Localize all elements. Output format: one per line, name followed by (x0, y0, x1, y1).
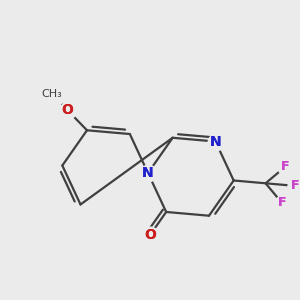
Text: F: F (281, 160, 289, 173)
Text: O: O (61, 103, 74, 117)
Text: F: F (281, 160, 289, 173)
Text: N: N (142, 166, 154, 180)
Text: F: F (278, 196, 286, 209)
Text: F: F (291, 179, 300, 192)
Text: F: F (291, 179, 300, 192)
Text: N: N (210, 134, 221, 148)
Text: O: O (61, 103, 74, 117)
Text: CH₃: CH₃ (42, 89, 63, 99)
Text: N: N (142, 166, 154, 180)
Text: N: N (210, 134, 221, 148)
Text: F: F (278, 196, 286, 209)
Text: O: O (144, 228, 156, 242)
Text: O: O (144, 228, 156, 242)
